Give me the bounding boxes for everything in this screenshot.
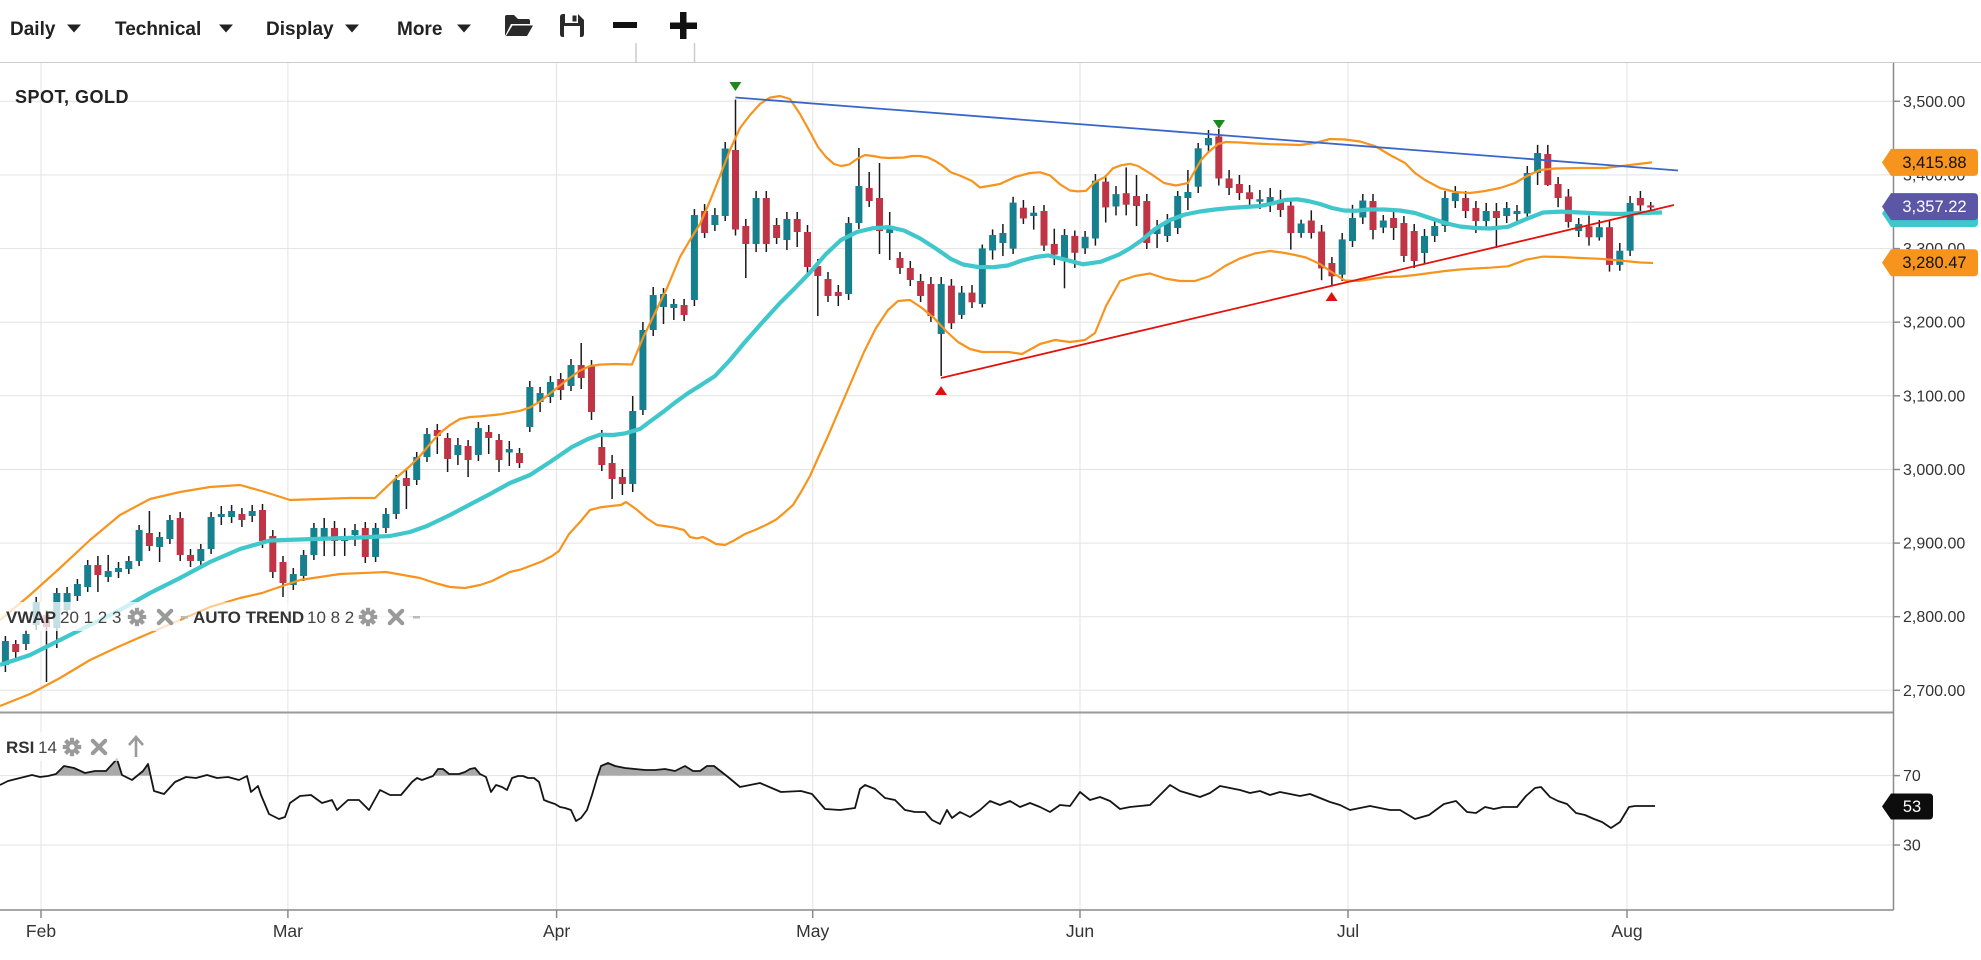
svg-text:3,200.00: 3,200.00: [1903, 315, 1965, 332]
svg-text:2,900.00: 2,900.00: [1903, 536, 1965, 553]
svg-text:Jun: Jun: [1066, 921, 1094, 941]
svg-text:Apr: Apr: [543, 921, 570, 941]
svg-text:Technical: Technical: [115, 19, 201, 40]
svg-text:Mar: Mar: [273, 921, 303, 941]
svg-text:2,700.00: 2,700.00: [1903, 683, 1965, 700]
svg-text:Feb: Feb: [26, 921, 56, 941]
svg-text:SPOT, GOLD: SPOT, GOLD: [15, 87, 129, 107]
svg-text:14: 14: [38, 738, 57, 757]
svg-text:3,415.88: 3,415.88: [1902, 154, 1966, 172]
svg-text:30: 30: [1903, 838, 1921, 855]
svg-text:2,800.00: 2,800.00: [1903, 609, 1965, 626]
svg-text:Display: Display: [266, 19, 334, 40]
svg-text:Aug: Aug: [1611, 921, 1642, 941]
svg-text:70: 70: [1903, 768, 1921, 785]
svg-text:3,500.00: 3,500.00: [1903, 94, 1965, 111]
svg-text:VWAP: VWAP: [6, 608, 56, 627]
svg-text:3,357.22: 3,357.22: [1902, 198, 1966, 216]
svg-text:53: 53: [1903, 798, 1921, 816]
svg-text:10 8 2: 10 8 2: [307, 608, 354, 627]
svg-text:Daily: Daily: [10, 19, 56, 40]
svg-text:20 1 2 3: 20 1 2 3: [60, 608, 121, 627]
svg-text:3,000.00: 3,000.00: [1903, 462, 1965, 479]
svg-text:Jul: Jul: [1337, 921, 1359, 941]
svg-text:RSI: RSI: [6, 738, 34, 757]
svg-text:3,280.47: 3,280.47: [1902, 254, 1966, 272]
svg-text:AUTO TREND: AUTO TREND: [193, 608, 304, 627]
svg-text:3,100.00: 3,100.00: [1903, 388, 1965, 405]
svg-text:May: May: [796, 921, 829, 941]
svg-text:More: More: [397, 19, 442, 40]
